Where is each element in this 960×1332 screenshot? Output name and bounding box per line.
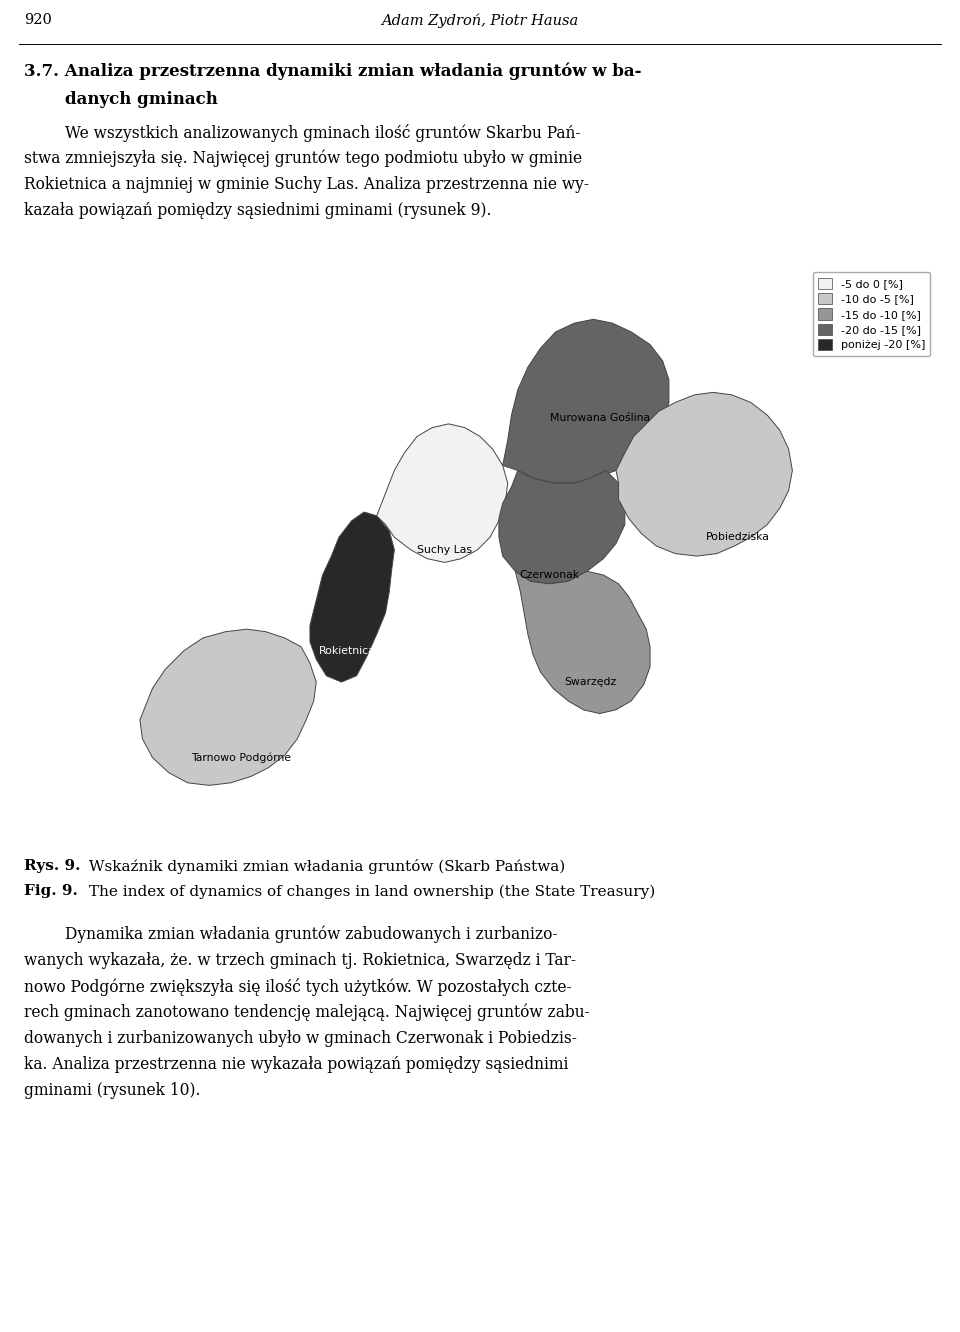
Text: dowanych i zurbanizowanych ubyło w gminach Czerwonak i Pobiedzis-: dowanych i zurbanizowanych ubyło w gmina… [24, 1030, 577, 1047]
Text: 920: 920 [24, 13, 52, 28]
Text: 3.7. Analiza przestrzenna dynamiki zmian władania gruntów w ba-: 3.7. Analiza przestrzenna dynamiki zmian… [24, 63, 641, 80]
Text: Fig. 9.: Fig. 9. [24, 884, 78, 899]
Text: We wszystkich analizowanych gminach ilość gruntów Skarbu Pań-: We wszystkich analizowanych gminach iloś… [65, 124, 581, 143]
Text: gminami (rysunek 10).: gminami (rysunek 10). [24, 1082, 201, 1099]
Text: Dynamika zmian władania gruntów zabudowanych i zurbanizo-: Dynamika zmian władania gruntów zabudowa… [65, 926, 558, 943]
Text: Wskaźnik dynamiki zmian władania gruntów (Skarb Państwa): Wskaźnik dynamiki zmian władania gruntów… [84, 859, 565, 874]
Text: ka. Analiza przestrzenna nie wykazała powiązań pomiędzy sąsiednimi: ka. Analiza przestrzenna nie wykazała po… [24, 1055, 568, 1072]
Text: Pobiedziska: Pobiedziska [707, 533, 770, 542]
Polygon shape [503, 320, 669, 484]
Polygon shape [140, 629, 316, 786]
Text: Rokietnica: Rokietnica [320, 646, 376, 655]
Text: wanych wykazała, że. w trzech gminach tj. Rokietnica, Swarzędz i Tar-: wanych wykazała, że. w trzech gminach tj… [24, 951, 576, 968]
Text: Murowana Goślina: Murowana Goślina [550, 413, 650, 422]
Text: rech gminach zanotowano tendencję malejącą. Najwięcej gruntów zabu-: rech gminach zanotowano tendencję maleją… [24, 1004, 589, 1022]
Legend: -5 do 0 [%], -10 do -5 [%], -15 do -10 [%], -20 do -15 [%], poniżej -20 [%]: -5 do 0 [%], -10 do -5 [%], -15 do -10 [… [813, 272, 930, 356]
Polygon shape [499, 470, 625, 583]
Polygon shape [376, 424, 508, 562]
Text: Adam Zydroń, Piotr Hausa: Adam Zydroń, Piotr Hausa [381, 13, 579, 28]
Text: Tarnowo Podgórne: Tarnowo Podgórne [191, 753, 291, 763]
Text: danych gminach: danych gminach [65, 91, 218, 108]
Text: Rokietnica a najmniej w gminie Suchy Las. Analiza przestrzenna nie wy-: Rokietnica a najmniej w gminie Suchy Las… [24, 176, 589, 193]
Text: Czerwonak: Czerwonak [519, 570, 579, 579]
Polygon shape [616, 393, 792, 557]
Text: The index of dynamics of changes in land ownership (the State Treasury): The index of dynamics of changes in land… [84, 884, 656, 899]
Text: stwa zmniejszyła się. Najwięcej gruntów tego podmiotu ubyło w gminie: stwa zmniejszyła się. Najwięcej gruntów … [24, 151, 582, 168]
Text: kazała powiązań pomiędzy sąsiednimi gminami (rysunek 9).: kazała powiązań pomiędzy sąsiednimi gmin… [24, 201, 492, 218]
Text: Suchy Las: Suchy Las [418, 545, 472, 555]
Text: nowo Podgórne zwiększyła się ilość tych użytków. W pozostałych czte-: nowo Podgórne zwiększyła się ilość tych … [24, 978, 571, 996]
Text: Swarzędz: Swarzędz [564, 677, 617, 687]
Polygon shape [310, 511, 395, 682]
Polygon shape [516, 571, 650, 714]
Text: Rys. 9.: Rys. 9. [24, 859, 81, 874]
